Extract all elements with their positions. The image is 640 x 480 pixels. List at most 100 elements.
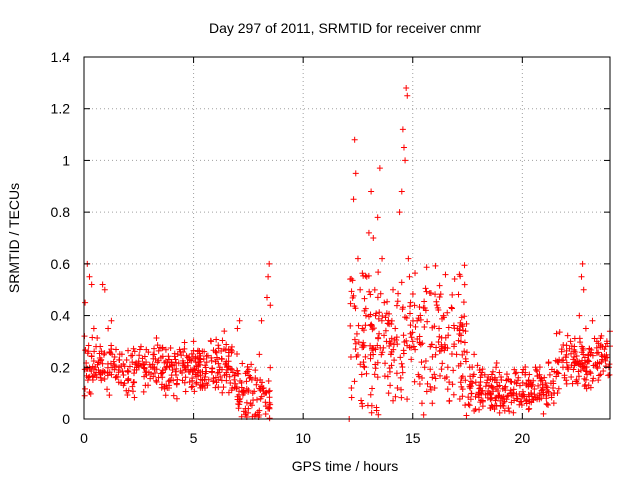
data-point xyxy=(193,380,200,387)
data-point xyxy=(197,381,204,388)
data-point xyxy=(366,288,373,295)
data-point xyxy=(96,369,103,376)
data-point xyxy=(121,380,128,387)
data-point xyxy=(368,402,375,409)
data-point xyxy=(459,351,466,358)
data-point xyxy=(450,391,457,398)
data-point xyxy=(456,271,463,278)
data-point xyxy=(349,294,356,301)
data-point xyxy=(555,370,562,377)
data-point xyxy=(485,382,492,389)
data-point xyxy=(516,382,523,389)
data-point xyxy=(126,363,133,370)
data-point xyxy=(124,392,131,399)
data-point xyxy=(403,85,410,92)
data-point xyxy=(348,384,355,391)
data-point xyxy=(426,289,433,296)
data-point xyxy=(451,325,458,332)
data-point xyxy=(496,409,503,416)
data-point xyxy=(471,351,478,358)
data-point xyxy=(461,339,468,346)
data-point xyxy=(221,372,228,379)
data-point xyxy=(359,325,366,332)
data-point xyxy=(243,399,250,406)
data-point xyxy=(412,270,419,277)
data-point xyxy=(189,368,196,375)
data-point xyxy=(203,368,210,375)
data-point xyxy=(587,384,594,391)
data-point xyxy=(421,324,428,331)
plot-frame xyxy=(83,56,611,420)
data-point xyxy=(375,335,382,342)
data-point xyxy=(427,366,434,373)
data-point xyxy=(202,362,209,369)
data-point xyxy=(393,302,400,309)
data-point xyxy=(423,288,430,295)
data-point xyxy=(352,305,359,312)
data-point xyxy=(397,374,404,381)
data-point xyxy=(96,350,103,357)
data-point xyxy=(98,356,105,363)
data-point xyxy=(593,338,600,345)
data-point xyxy=(173,359,180,366)
data-point xyxy=(488,402,495,409)
data-point xyxy=(149,361,156,368)
data-point xyxy=(252,411,259,418)
data-point xyxy=(398,188,405,195)
data-point xyxy=(592,361,599,368)
data-point xyxy=(150,373,157,380)
data-point xyxy=(237,378,244,385)
data-point xyxy=(374,214,381,221)
data-point xyxy=(427,343,434,350)
data-point xyxy=(373,404,380,411)
data-point xyxy=(208,354,215,361)
data-point xyxy=(444,364,451,371)
data-point xyxy=(586,345,593,352)
data-point xyxy=(387,382,394,389)
data-point xyxy=(368,188,375,195)
data-point xyxy=(394,384,401,391)
data-point xyxy=(381,332,388,339)
data-point xyxy=(388,335,395,342)
data-point xyxy=(407,330,414,337)
data-point xyxy=(463,320,470,327)
data-point xyxy=(418,359,425,366)
data-point xyxy=(404,92,411,99)
data-point xyxy=(580,286,587,293)
data-point xyxy=(602,343,609,350)
data-point xyxy=(82,299,89,306)
data-point xyxy=(189,375,196,382)
data-point xyxy=(465,394,472,401)
data-point xyxy=(421,298,428,305)
data-point xyxy=(437,291,444,298)
data-point xyxy=(540,391,547,398)
data-point xyxy=(410,343,417,350)
data-point xyxy=(423,264,430,271)
data-point xyxy=(443,373,450,380)
data-point xyxy=(383,338,390,345)
data-point xyxy=(114,374,121,381)
data-point xyxy=(210,378,217,385)
data-point xyxy=(582,381,589,388)
data-point xyxy=(572,348,579,355)
data-point xyxy=(407,299,414,306)
data-point xyxy=(461,281,468,288)
data-point xyxy=(351,136,358,143)
data-point xyxy=(91,348,98,355)
data-point xyxy=(476,406,483,413)
data-point xyxy=(120,372,127,379)
data-point xyxy=(131,394,138,401)
data-point xyxy=(140,362,147,369)
data-point xyxy=(187,357,194,364)
data-point xyxy=(390,346,397,353)
data-point xyxy=(86,273,93,280)
data-point xyxy=(493,402,500,409)
data-point xyxy=(575,373,582,380)
data-point xyxy=(564,332,571,339)
data-point xyxy=(542,379,549,386)
data-point xyxy=(418,400,425,407)
data-point xyxy=(505,405,512,412)
y-tick-label: 1.2 xyxy=(51,101,71,117)
